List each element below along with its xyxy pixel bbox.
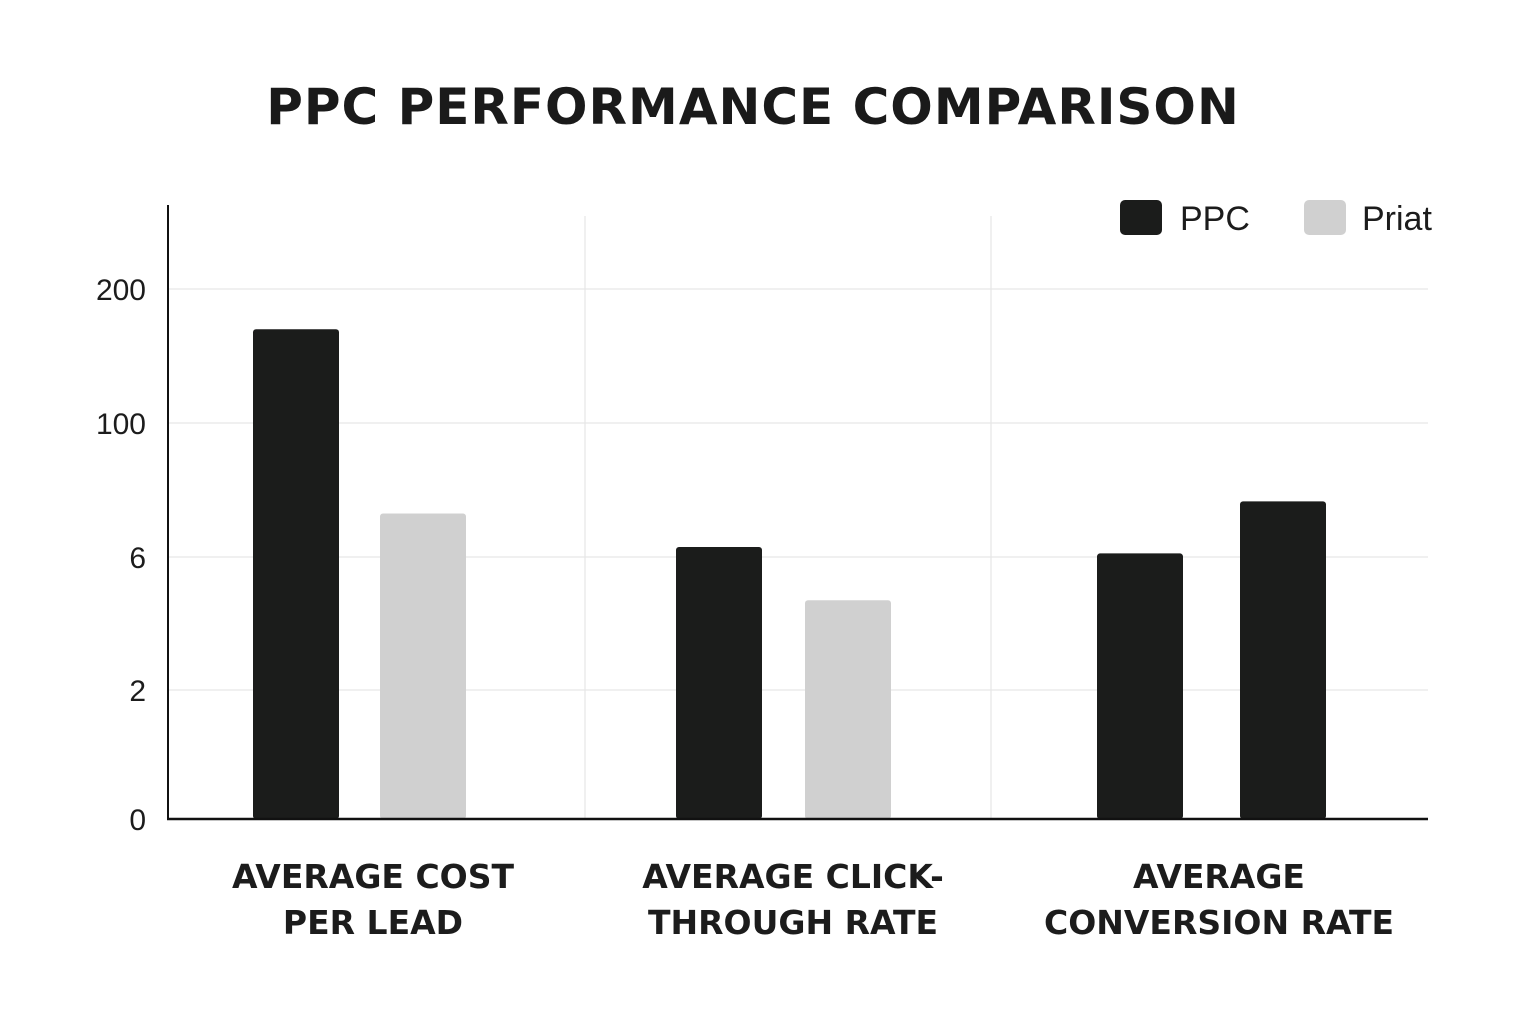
legend-swatch-priat bbox=[1304, 200, 1346, 235]
y-tick-label: 2 bbox=[129, 675, 146, 708]
category-labels: AVERAGE COST PER LEAD AVERAGE CLICK- THROUG… bbox=[232, 857, 1394, 942]
bars bbox=[253, 329, 1326, 819]
y-tick-label: 0 bbox=[129, 804, 146, 837]
bar-ppc-3 bbox=[1097, 553, 1183, 819]
chart-title: PPC PERFORMANCE COMPARISON bbox=[266, 78, 1240, 136]
category-label: PER LEAD bbox=[283, 903, 463, 942]
y-tick-label: 6 bbox=[129, 542, 146, 575]
bar-priat-1 bbox=[380, 513, 466, 819]
legend: PPC Priat bbox=[1120, 200, 1432, 238]
category-label: AVERAGE bbox=[1133, 857, 1305, 896]
category-label: THROUGH RATE bbox=[648, 903, 938, 942]
bar-ppc-2 bbox=[676, 547, 762, 819]
bar-priat-3 bbox=[1240, 501, 1326, 819]
y-tick-labels: 0 2 6 100 200 bbox=[96, 274, 146, 837]
y-tick-label: 100 bbox=[96, 408, 146, 441]
category-label: AVERAGE COST bbox=[232, 857, 514, 896]
legend-label-ppc: PPC bbox=[1180, 200, 1250, 238]
bar-ppc-1 bbox=[253, 329, 339, 819]
legend-label-priat: Priat bbox=[1362, 200, 1432, 238]
category-label: CONVERSION RATE bbox=[1044, 903, 1394, 942]
grid-lines bbox=[168, 216, 1428, 819]
category-label: AVERAGE CLICK- bbox=[642, 857, 944, 896]
y-tick-label: 200 bbox=[96, 274, 146, 307]
axes bbox=[167, 205, 1428, 821]
legend-swatch-ppc bbox=[1120, 200, 1162, 235]
bar-priat-2 bbox=[805, 600, 891, 819]
